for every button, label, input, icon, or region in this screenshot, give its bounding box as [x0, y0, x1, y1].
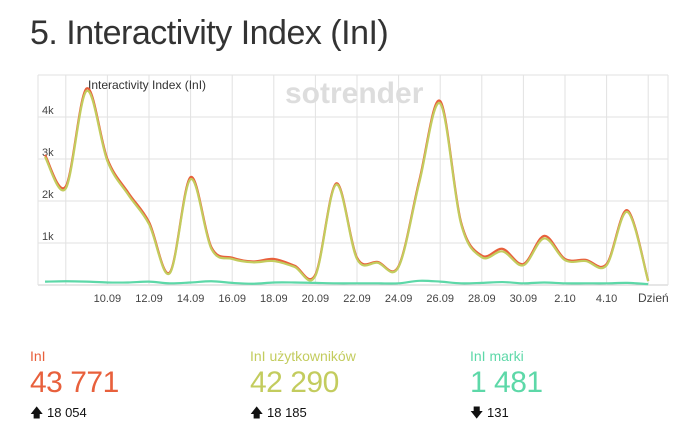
x-tick-label: 24.09 [385, 293, 413, 305]
x-tick-label: 16.09 [218, 293, 246, 305]
stat-change-value: 18 185 [267, 405, 307, 420]
x-tick-label: 30.09 [510, 293, 538, 305]
x-tick-label: 22.09 [343, 293, 371, 305]
x-tick-label: 10.09 [94, 293, 122, 305]
page-title: 5. Interactivity Index (InI) [30, 14, 389, 52]
stat-0: InI 43 771 🡅 18 054 [30, 348, 119, 426]
x-tick-label: 2.10 [554, 293, 575, 305]
stat-change: 🡇 131 [470, 404, 543, 426]
stat-change-value: 131 [487, 405, 509, 420]
y-tick-label: 3k [42, 147, 54, 159]
stat-value: 1 481 [470, 366, 543, 399]
x-axis-label: Dzień [638, 291, 669, 305]
arrow-up-icon: 🡅 [30, 405, 44, 420]
y-tick-label: 2k [42, 189, 54, 201]
stat-value: 43 771 [30, 366, 119, 399]
stat-change: 🡅 18 185 [250, 404, 356, 426]
x-tick-label: 28.09 [468, 293, 496, 305]
series-line-2 [44, 279, 649, 286]
x-tick-label: 14.09 [177, 293, 205, 305]
x-tick-label: 18.09 [260, 293, 288, 305]
arrow-up-icon: 🡅 [250, 405, 264, 420]
y-tick-label: 4k [42, 105, 54, 117]
stat-1: InI użytkowników 42 290 🡅 18 185 [250, 348, 356, 426]
arrow-down-icon: 🡇 [470, 405, 484, 420]
stat-change-value: 18 054 [47, 405, 87, 420]
stat-label: InI [30, 348, 46, 364]
stat-label: InI marki [470, 348, 524, 364]
stat-2: InI marki 1 481 🡇 131 [470, 348, 543, 426]
x-tick-label: 4.10 [596, 293, 617, 305]
series-line-1 [44, 89, 650, 282]
stat-change: 🡅 18 054 [30, 404, 119, 426]
chart-title: Interactivity Index (InI) [88, 78, 206, 92]
y-tick-label: 1k [42, 231, 54, 243]
stat-label: InI użytkowników [250, 348, 356, 364]
x-tick-label: 26.09 [426, 293, 454, 305]
x-tick-label: 20.09 [302, 293, 330, 305]
x-tick-label: 12.09 [135, 293, 163, 305]
watermark: sotrender [285, 77, 424, 110]
line-chart: 1k 2k 3k 4k 10.09 12.09 14.09 16.09 18.09 20.09 22… [37, 74, 669, 305]
stat-value: 42 290 [250, 366, 339, 399]
